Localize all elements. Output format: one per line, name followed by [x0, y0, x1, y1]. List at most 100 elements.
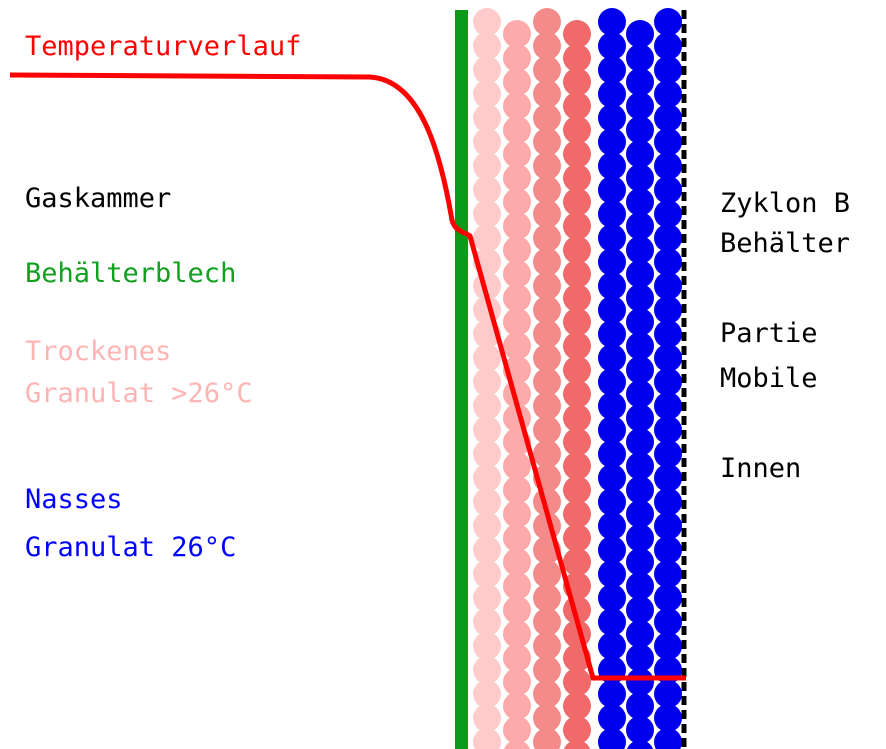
- label: Gaskammer: [25, 183, 171, 214]
- granule: [654, 200, 682, 228]
- granule: [654, 320, 682, 348]
- granule: [533, 632, 561, 660]
- granule: [598, 416, 626, 444]
- granule: [503, 284, 531, 312]
- label: Partie: [720, 318, 818, 349]
- granule: [626, 116, 654, 144]
- granule: [626, 596, 654, 624]
- granule: [598, 344, 626, 372]
- granule: [626, 500, 654, 528]
- granule: [626, 740, 654, 749]
- granule: [598, 632, 626, 660]
- granule: [533, 8, 561, 36]
- label: Innen: [720, 453, 801, 484]
- label: Granulat >26°C: [25, 378, 253, 409]
- granule: [598, 104, 626, 132]
- granule: [626, 428, 654, 456]
- granule: [654, 80, 682, 108]
- granule: [563, 164, 591, 192]
- granule: [626, 524, 654, 552]
- granule: [654, 176, 682, 204]
- granule: [473, 416, 501, 444]
- granule: [473, 632, 501, 660]
- granule: [473, 488, 501, 516]
- granule: [503, 596, 531, 624]
- granule: [563, 20, 591, 48]
- granule: [598, 704, 626, 732]
- granule: [563, 716, 591, 744]
- granulate: [473, 8, 682, 749]
- label: Trockenes: [25, 336, 171, 367]
- granule: [503, 308, 531, 336]
- granule: [533, 680, 561, 708]
- granule: [626, 404, 654, 432]
- granule: [598, 248, 626, 276]
- granule: [654, 344, 682, 372]
- granule: [473, 32, 501, 60]
- granule: [533, 704, 561, 732]
- granule: [654, 8, 682, 36]
- granule: [626, 140, 654, 168]
- label: Mobile: [720, 363, 818, 394]
- granule: [654, 680, 682, 708]
- granule: [533, 200, 561, 228]
- granule: [626, 164, 654, 192]
- granule: [654, 392, 682, 420]
- granule: [503, 212, 531, 240]
- granule: [533, 440, 561, 468]
- granule: [473, 536, 501, 564]
- granule: [533, 368, 561, 396]
- granule: [563, 68, 591, 96]
- granule: [626, 452, 654, 480]
- granule: [473, 440, 501, 468]
- granule: [533, 344, 561, 372]
- granule: [473, 8, 501, 36]
- granule: [563, 140, 591, 168]
- granule: [563, 284, 591, 312]
- granule: [598, 392, 626, 420]
- granule: [626, 188, 654, 216]
- granule: [598, 536, 626, 564]
- granule: [533, 560, 561, 588]
- granule: [598, 56, 626, 84]
- granule: [626, 548, 654, 576]
- granule: [563, 260, 591, 288]
- granule: [654, 56, 682, 84]
- granule: [533, 80, 561, 108]
- granule: [598, 680, 626, 708]
- granule: [563, 524, 591, 552]
- granule: [626, 692, 654, 720]
- container-wall: [455, 10, 468, 749]
- granule: [598, 128, 626, 156]
- granule: [503, 500, 531, 528]
- granule: [563, 692, 591, 720]
- granule: [503, 188, 531, 216]
- granule: [654, 104, 682, 132]
- granule: [503, 452, 531, 480]
- granule: [598, 272, 626, 300]
- granule: [654, 296, 682, 324]
- granule: [563, 500, 591, 528]
- granule: [654, 152, 682, 180]
- granule: [598, 368, 626, 396]
- granule: [626, 572, 654, 600]
- granule: [598, 200, 626, 228]
- granule: [654, 488, 682, 516]
- granule: [654, 728, 682, 749]
- granule: [503, 572, 531, 600]
- granule: [563, 92, 591, 120]
- granule: [473, 128, 501, 156]
- granule: [598, 440, 626, 468]
- label: Behälter: [720, 228, 850, 259]
- granule: [563, 404, 591, 432]
- granule: [503, 140, 531, 168]
- granule: [503, 644, 531, 672]
- granule: [626, 332, 654, 360]
- granule: [563, 116, 591, 144]
- granule: [598, 296, 626, 324]
- granule: [503, 260, 531, 288]
- granule: [598, 608, 626, 636]
- granule: [533, 320, 561, 348]
- label: Zyklon B: [720, 188, 850, 219]
